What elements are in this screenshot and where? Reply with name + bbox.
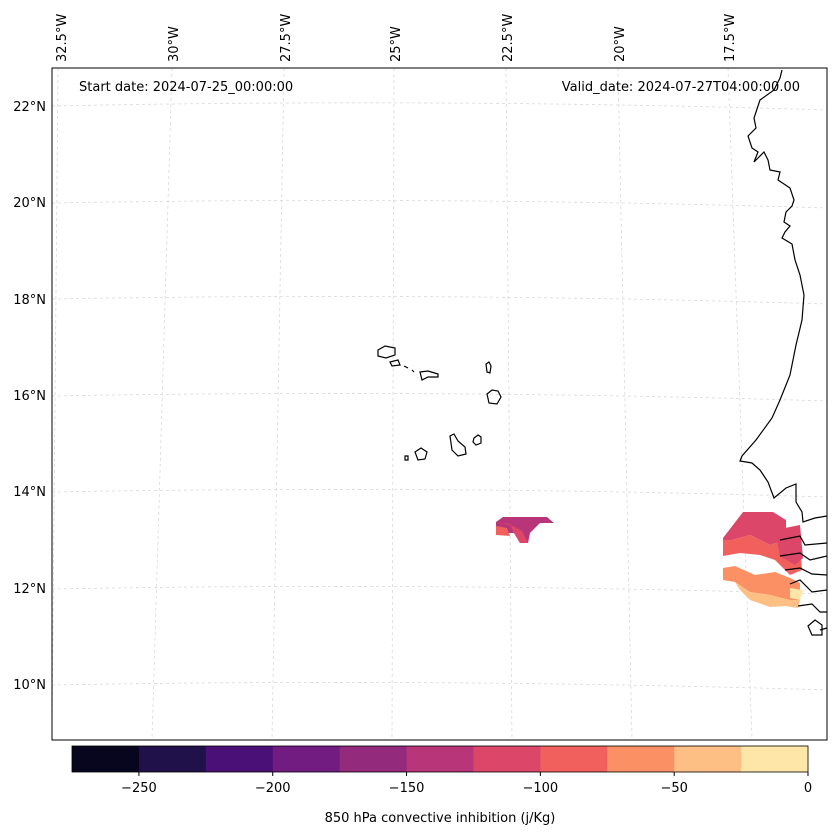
colorbar-tick-label: −200 [255, 781, 291, 796]
colorbar-tick-label: −50 [660, 781, 687, 796]
colorbar-bin [473, 746, 541, 772]
cin-patch-coast-upper [723, 512, 786, 556]
lon-label: 30°W [167, 26, 182, 62]
cin-patch-offshore [496, 517, 554, 543]
colorbar-label: 850 hPa convective inhibition (j/Kg) [325, 811, 556, 826]
cin-patch-coast-lower [723, 566, 800, 600]
cin-patch-coast-lowest [735, 582, 800, 608]
lat-label: 14°N [13, 485, 46, 500]
colorbar-bin [406, 746, 474, 772]
lon-label: 32.5°W [55, 14, 70, 62]
lon-label: 27.5°W [279, 14, 294, 62]
cin-patch-offshore-lower [496, 522, 528, 543]
lat-label: 12°N [13, 582, 46, 597]
colorbar-tick-label: −100 [523, 781, 559, 796]
colorbar-bin [607, 746, 675, 772]
colorbar-tick-label: −150 [389, 781, 425, 796]
cin-field [496, 512, 803, 608]
lat-label: 10°N [13, 678, 46, 693]
colorbar-bin [272, 746, 341, 772]
lat-label: 18°N [13, 293, 46, 308]
lat-label: 16°N [13, 389, 46, 404]
colorbar-frame [71, 745, 809, 773]
colorbar-bin [138, 746, 207, 772]
lon-label: 22.5°W [501, 14, 516, 62]
gridlines [51, 67, 828, 741]
start-date-text: Start date: 2024-07-25_00:00:00 [79, 80, 293, 95]
colorbar-bin [741, 746, 809, 772]
colorbar-bin [540, 746, 608, 772]
lat-label: 20°N [13, 196, 46, 211]
coastlines [377, 69, 828, 636]
map-frame [51, 67, 828, 741]
cin-patch-offshore-edge [496, 526, 510, 536]
lon-label: 25°W [389, 26, 404, 62]
lat-label: 22°N [13, 100, 46, 115]
cin-patch-coast-mid2 [775, 525, 803, 565]
lon-labels: 32.5°W 30°W 27.5°W 25°W 22.5°W 20°W 17.5… [55, 14, 738, 62]
lat-labels: 22°N 20°N 18°N 16°N 14°N 12°N 10°N [13, 100, 46, 693]
colorbar-tick-label: 0 [804, 781, 812, 796]
colorbar-bin [339, 746, 408, 772]
cin-patch-coast-tip [790, 588, 803, 600]
lon-label: 20°W [613, 26, 628, 62]
colorbar: −250 −200 −150 −100 −50 0 [71, 745, 812, 796]
colorbar-tick-label: −250 [121, 781, 157, 796]
lon-label: 17.5°W [723, 14, 738, 62]
colorbar-bin [674, 746, 742, 772]
valid-date-text: Valid_date: 2024-07-27T04:00:00.00 [562, 80, 800, 95]
colorbar-bin [205, 746, 274, 772]
colorbar-bin [72, 746, 140, 772]
